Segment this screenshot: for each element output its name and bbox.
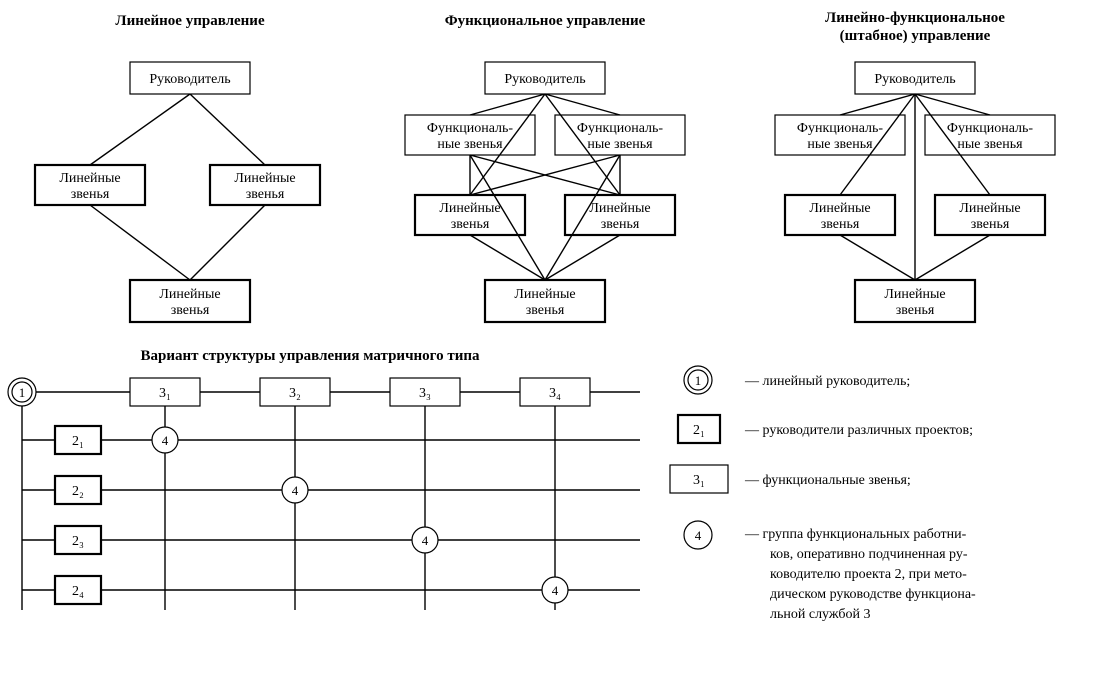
title-linefunc-l1: Линейно-функциональное <box>825 10 1005 26</box>
svg-text:3₂: 3₂ <box>289 386 301 401</box>
diagram-canvas: Линейное управление Руководитель Линейны… <box>0 0 1093 676</box>
lf-ll-l2: звенья <box>821 217 860 232</box>
edge <box>470 94 545 115</box>
linear-bottom-l1: Линейные <box>159 287 220 302</box>
lf-leader-label: Руководитель <box>874 72 955 87</box>
func-fr-l2: ные звенья <box>587 137 653 152</box>
func-fr-l1: Функциональ- <box>577 121 664 136</box>
svg-text:2₄: 2₄ <box>72 584 84 599</box>
legend-2-text: — руководители различных проектов; <box>744 423 973 438</box>
lf-fr-l2: ные звенья <box>957 137 1023 152</box>
lf-ll-l1: Линейные <box>809 201 870 216</box>
edge <box>190 94 265 165</box>
svg-text:4: 4 <box>162 433 169 448</box>
matrix-col-4: 3₄ <box>520 378 590 610</box>
svg-text:2₁: 2₁ <box>72 434 84 449</box>
legend-4-t4: дическом руководстве функциона- <box>770 587 976 602</box>
edge <box>545 235 620 280</box>
func-ll-l1: Линейные <box>439 201 500 216</box>
svg-text:1: 1 <box>695 373 702 388</box>
lf-fl-l2: ные звенья <box>807 137 873 152</box>
legend-4-t1: — группа функциональных работни- <box>744 527 967 542</box>
edge <box>840 235 915 280</box>
edge <box>470 235 545 280</box>
func-bottom-l2: звенья <box>526 303 565 318</box>
matrix-row-3: 2₃ 4 <box>22 526 640 554</box>
legend-4-t3: ководителю проекта 2, при мето- <box>770 567 967 582</box>
legend-4-t5: льной службой 3 <box>770 607 870 622</box>
edge <box>90 205 190 280</box>
svg-text:4: 4 <box>292 483 299 498</box>
matrix-col-3: 3₃ <box>390 378 460 610</box>
matrix-row-2: 2₂ 4 <box>22 476 640 504</box>
edge <box>90 94 190 165</box>
func-fl-l1: Функциональ- <box>427 121 514 136</box>
func-lr-l2: звенья <box>601 217 640 232</box>
svg-text:2₃: 2₃ <box>72 534 84 549</box>
lf-fl-l1: Функциональ- <box>797 121 884 136</box>
func-leader-label: Руководитель <box>504 72 585 87</box>
matrix-row-4: 2₄ 4 <box>22 576 640 604</box>
matrix-root-label: 1 <box>19 385 26 400</box>
svg-text:3₁: 3₁ <box>693 473 705 488</box>
edge <box>915 94 990 115</box>
matrix-col-1: 3₁ <box>130 378 200 610</box>
legend: 1 — линейный руководитель; 2₁ — руководи… <box>670 366 976 622</box>
lf-bottom-l1: Линейные <box>884 287 945 302</box>
linear-left-l2: звенья <box>71 187 110 202</box>
title-linefunc-l2: (штабное) управление <box>840 28 991 44</box>
linear-right-l1: Линейные <box>234 171 295 186</box>
svg-text:3₁: 3₁ <box>159 386 171 401</box>
svg-text:3₃: 3₃ <box>419 386 431 401</box>
legend-1-text: — линейный руководитель; <box>744 374 910 389</box>
svg-text:2₁: 2₁ <box>693 423 705 438</box>
title-functional: Функциональное управление <box>445 13 646 29</box>
func-ll-l2: звенья <box>451 217 490 232</box>
lf-fr-l1: Функциональ- <box>947 121 1034 136</box>
svg-text:4: 4 <box>552 583 559 598</box>
edge <box>840 94 915 115</box>
svg-text:4: 4 <box>695 528 702 543</box>
lf-lr-l1: Линейные <box>959 201 1020 216</box>
linear-bottom-l2: звенья <box>171 303 210 318</box>
func-fl-l2: ные звенья <box>437 137 503 152</box>
linear-left-l1: Линейные <box>59 171 120 186</box>
title-linear: Линейное управление <box>115 13 265 29</box>
lf-bottom-l2: звенья <box>896 303 935 318</box>
func-bottom-l1: Линейные <box>514 287 575 302</box>
matrix-row-1: 2₁ 4 <box>22 426 640 454</box>
func-lr-l1: Линейные <box>589 201 650 216</box>
legend-4-t2: ков, оперативно подчиненная ру- <box>770 547 968 562</box>
edge <box>545 94 620 115</box>
svg-text:4: 4 <box>422 533 429 548</box>
linear-leader-label: Руководитель <box>149 72 230 87</box>
legend-3-text: — функциональные звенья; <box>744 473 911 488</box>
lf-lr-l2: звенья <box>971 217 1010 232</box>
edge <box>190 205 265 280</box>
linear-right-l2: звенья <box>246 187 285 202</box>
edge <box>915 235 990 280</box>
title-matrix: Вариант структуры управления матричного … <box>140 348 480 364</box>
svg-text:3₄: 3₄ <box>549 386 561 401</box>
svg-text:2₂: 2₂ <box>72 484 84 499</box>
